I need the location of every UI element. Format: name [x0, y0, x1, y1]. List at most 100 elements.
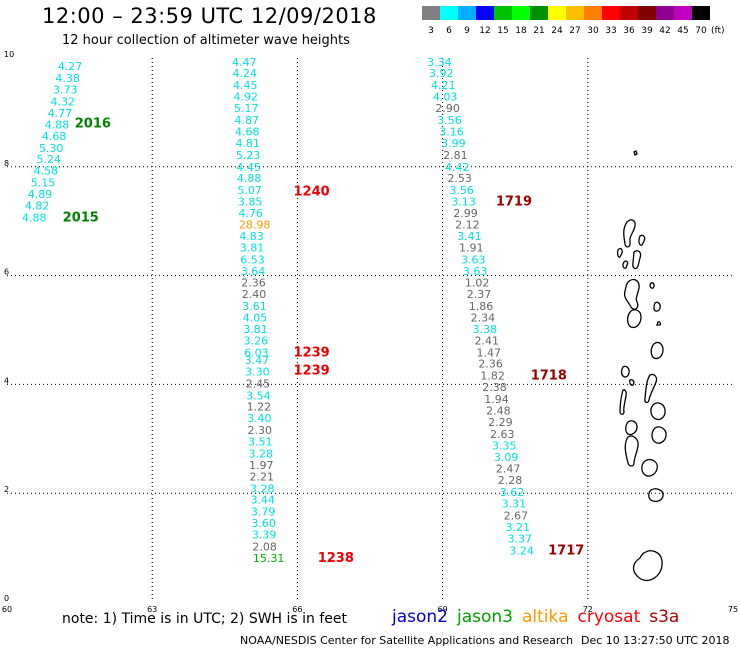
- colorbar-unit: (ft): [711, 26, 725, 36]
- island-outline: [624, 435, 639, 467]
- wave-height-value: 3.35: [492, 439, 517, 452]
- wave-height-value: 5.23: [236, 149, 261, 162]
- axis-tick-labels: 60 63 66 69 72 75 0 2 4 6 8 10: [2, 50, 738, 614]
- wave-height-value: 3.16: [439, 125, 464, 138]
- colorbar-swatch: [620, 6, 638, 20]
- satellite-name: s3a: [649, 607, 680, 627]
- wave-height-readings: 4.274.383.734.324.774.884.685.305.244.58…: [22, 56, 584, 566]
- colorbar-swatch: [584, 6, 602, 20]
- island-outline: [632, 550, 663, 582]
- colorbar-label: 15: [497, 26, 508, 36]
- wave-height-value: 4.21: [431, 79, 456, 92]
- island-outline: [656, 321, 662, 326]
- credit-line: NOAA/NESDIS Center for Satellite Applica…: [240, 634, 574, 647]
- wave-height-value: 5.24: [37, 153, 62, 166]
- wave-height-value: 4.68: [42, 130, 67, 143]
- lon-tick-label: 72: [583, 605, 593, 614]
- wave-height-value: 4.58: [34, 165, 59, 178]
- wave-height-value: 3.24: [509, 544, 533, 557]
- wave-height-value: 1.02: [465, 277, 490, 290]
- colorbar-swatch: [476, 6, 494, 20]
- wave-height-value: 5.15: [31, 177, 56, 190]
- wave-height-value: 3.92: [429, 67, 454, 80]
- wave-height-value: 2.45: [246, 377, 271, 390]
- colorbar-label: 12: [479, 26, 490, 36]
- lat-tick-label: 6: [4, 268, 9, 277]
- wave-height-value: 4.03: [433, 91, 458, 104]
- island-outline: [649, 282, 655, 289]
- wave-height-value: 3.39: [252, 529, 276, 542]
- colorbar-label: 21: [533, 26, 544, 36]
- maldives-coastline: [616, 150, 667, 582]
- wave-height-value: 3.64: [241, 265, 266, 278]
- wave-height-value: 2.53: [447, 172, 472, 185]
- wave-height-value: 3.30: [245, 365, 269, 378]
- wave-height-value: 3.79: [251, 506, 276, 519]
- wave-height-value: 3.73: [53, 84, 77, 97]
- wave-height-value: 3.37: [507, 532, 532, 545]
- colorbar-swatch: [674, 6, 692, 20]
- map-title: 12:00 – 23:59 UTC 12/09/2018: [42, 4, 377, 28]
- wave-height-value: 3.40: [247, 412, 272, 425]
- colorbar-label: 24: [551, 26, 563, 36]
- wave-height-value: 2.29: [488, 416, 513, 429]
- pass-time-label: 1240: [294, 184, 330, 199]
- wave-height-value: 2.34: [471, 311, 496, 324]
- island-outline: [629, 379, 635, 386]
- wave-height-value: 1.47: [476, 346, 501, 359]
- wave-height-value: 3.51: [248, 436, 272, 449]
- colorbar-label: 33: [605, 26, 616, 36]
- wave-height-value: 2.28: [498, 474, 523, 487]
- wave-height-value: 4.32: [51, 96, 75, 109]
- lat-tick-label: 10: [4, 50, 14, 59]
- colorbar-swatch: [692, 6, 710, 20]
- lon-tick-label: 66: [292, 605, 302, 614]
- wave-height-value: 4.88: [45, 118, 70, 131]
- wave-height-value: 2.38: [482, 381, 507, 394]
- pass-time-label: 2015: [63, 210, 99, 225]
- wave-height-value: 4.47: [232, 56, 257, 69]
- wave-height-value: 1.22: [247, 401, 272, 414]
- wave-height-value: 1.97: [249, 459, 274, 472]
- wave-height-value: 4.68: [235, 125, 259, 138]
- pass-time-label: 2016: [75, 116, 111, 131]
- wave-height-value: 3.13: [451, 196, 476, 209]
- satellite-name: jason3: [457, 607, 513, 627]
- wave-height-value: 3.99: [441, 137, 466, 150]
- wave-height-value: 4.81: [235, 137, 260, 150]
- pass-time-label: 1719: [496, 195, 532, 210]
- wave-height-value: 2.67: [504, 510, 528, 523]
- island-outline: [616, 247, 623, 258]
- wave-height-value: 3.81: [240, 241, 265, 254]
- colorbar-swatch: [422, 6, 440, 20]
- wave-height-value: 4.45: [236, 161, 261, 174]
- wave-height-value: 2.90: [435, 102, 460, 115]
- island-outline: [633, 150, 638, 156]
- wave-height-value: 1.94: [484, 393, 509, 406]
- island-outline: [632, 250, 642, 270]
- wave-height-value: 2.36: [241, 277, 265, 290]
- lon-tick-label: 60: [2, 605, 12, 614]
- wave-height-value: 2.30: [248, 424, 273, 437]
- colorbar-label: 9: [464, 26, 470, 36]
- wave-height-value: 2.37: [467, 288, 492, 301]
- satellite-name: jason2: [392, 607, 448, 627]
- wave-height-value: 5.07: [237, 184, 262, 197]
- colorbar-label: 30: [587, 26, 599, 36]
- colorbar-swatch: [530, 6, 548, 20]
- wave-height-colorbar: 3 6 9 12 15 18 21 24 27 30 33 36 39 42 45 70 (ft): [422, 6, 725, 36]
- pass-time-label: 1239: [294, 363, 330, 378]
- wave-height-value: 3.54: [246, 389, 271, 402]
- wave-height-value: 3.34: [427, 56, 452, 69]
- wave-height-value: 4.88: [22, 211, 46, 224]
- island-outline: [620, 365, 630, 378]
- colorbar-swatch: [512, 6, 530, 20]
- colorbar-swatch: [548, 6, 566, 20]
- wave-height-value: 4.82: [25, 199, 49, 212]
- pass-time-label: 1718: [531, 369, 567, 384]
- lat-tick-label: 0: [4, 594, 9, 603]
- wave-height-value: 2.41: [475, 334, 500, 347]
- wave-height-value: 2.36: [478, 358, 503, 371]
- colorbar-swatch: [566, 6, 584, 20]
- wave-height-value: 4.83: [239, 230, 264, 243]
